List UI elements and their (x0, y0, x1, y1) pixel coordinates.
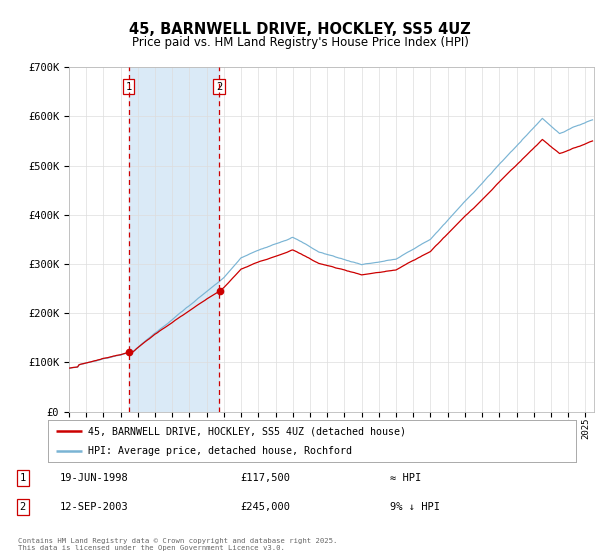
Text: £117,500: £117,500 (240, 473, 290, 483)
Bar (128, 67, 219, 412)
Text: 2: 2 (216, 82, 222, 92)
Text: ≈ HPI: ≈ HPI (390, 473, 421, 483)
Text: 12-SEP-2003: 12-SEP-2003 (60, 502, 129, 512)
Text: 9% ↓ HPI: 9% ↓ HPI (390, 502, 440, 512)
Text: HPI: Average price, detached house, Rochford: HPI: Average price, detached house, Roch… (88, 446, 352, 456)
Text: 2: 2 (20, 502, 26, 512)
Text: 19-JUN-1998: 19-JUN-1998 (60, 473, 129, 483)
Text: Price paid vs. HM Land Registry's House Price Index (HPI): Price paid vs. HM Land Registry's House … (131, 36, 469, 49)
Text: 1: 1 (125, 82, 131, 92)
Text: 45, BARNWELL DRIVE, HOCKLEY, SS5 4UZ: 45, BARNWELL DRIVE, HOCKLEY, SS5 4UZ (129, 22, 471, 36)
Text: £245,000: £245,000 (240, 502, 290, 512)
Text: 1: 1 (20, 473, 26, 483)
Text: Contains HM Land Registry data © Crown copyright and database right 2025.
This d: Contains HM Land Registry data © Crown c… (18, 538, 337, 551)
Text: 45, BARNWELL DRIVE, HOCKLEY, SS5 4UZ (detached house): 45, BARNWELL DRIVE, HOCKLEY, SS5 4UZ (de… (88, 426, 406, 436)
